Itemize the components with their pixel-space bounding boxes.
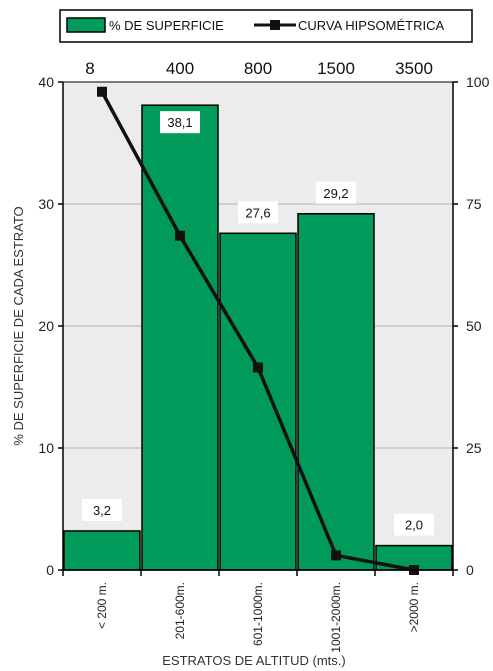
y-tick-label: 20 <box>38 318 54 334</box>
bar-value-label-box <box>238 201 278 224</box>
y2-tick-label: 100 <box>466 74 490 90</box>
legend-bar-swatch <box>66 17 106 33</box>
y-tick-label: 0 <box>46 562 54 578</box>
top-altitude-label: 8 <box>85 59 94 78</box>
y-tick-label: 30 <box>38 196 54 212</box>
bar-value-label-box <box>160 111 200 134</box>
bar <box>63 530 141 571</box>
curve-point <box>253 362 263 373</box>
bar-value-label: 3,2 <box>93 503 111 518</box>
y2-tick-label: 50 <box>466 318 482 334</box>
curve-point <box>97 86 107 97</box>
axes: 0 10 20 30 40 0 25 50 75 100 < 200 m. 201-600m. 601-… <box>38 74 489 653</box>
bar-value-labels: 3,2 38,1 27,6 29,2 2,0 <box>82 111 434 536</box>
x-axis-title: ESTRATOS DE ALTITUD (mts.) <box>162 653 345 668</box>
curve-point <box>331 550 341 561</box>
x-tick-label: < 200 m. <box>95 582 109 629</box>
bar <box>297 213 375 571</box>
bar-value-label: 38,1 <box>167 115 192 130</box>
y2-tick-label: 75 <box>466 196 482 212</box>
curve-point <box>175 230 185 241</box>
top-altitude-label: 400 <box>166 59 194 78</box>
top-altitude-label: 3500 <box>395 59 433 78</box>
legend-line-label: CURVA HIPSOMÉTRICA <box>298 18 444 33</box>
bar <box>141 104 219 571</box>
bar-value-label: 27,6 <box>245 205 270 220</box>
bars <box>63 104 453 571</box>
y-tick-label: 40 <box>38 74 54 90</box>
y-axis-title: % DE SUPERFICIE DE CADA ESTRATO <box>11 206 26 445</box>
bar-value-label-box <box>316 181 356 204</box>
x-tick-label: >2000 m. <box>407 582 421 632</box>
x-tick-label: 601-1000m. <box>251 582 265 646</box>
bar-value-label: 29,2 <box>323 186 348 201</box>
bar <box>219 232 297 571</box>
y2-tick-label: 0 <box>466 562 474 578</box>
x-tick-label: 1001-2000m. <box>329 582 343 653</box>
y-tick-label: 10 <box>38 440 54 456</box>
top-altitude-label: 1500 <box>317 59 355 78</box>
legend-line-marker <box>270 20 280 30</box>
top-altitude-labels: 8 400 800 1500 3500 <box>85 59 433 78</box>
legend: % DE SUPERFICIE CURVA HIPSOMÉTRICA <box>59 9 473 43</box>
y2-tick-label: 25 <box>466 440 482 456</box>
bar-value-label-box <box>394 513 434 536</box>
bar-value-label: 2,0 <box>405 518 423 533</box>
legend-bar-label: % DE SUPERFICIE <box>109 18 224 33</box>
bar-value-label-box <box>82 498 122 521</box>
x-tick-label: 201-600m. <box>173 582 187 639</box>
top-altitude-label: 800 <box>244 59 272 78</box>
